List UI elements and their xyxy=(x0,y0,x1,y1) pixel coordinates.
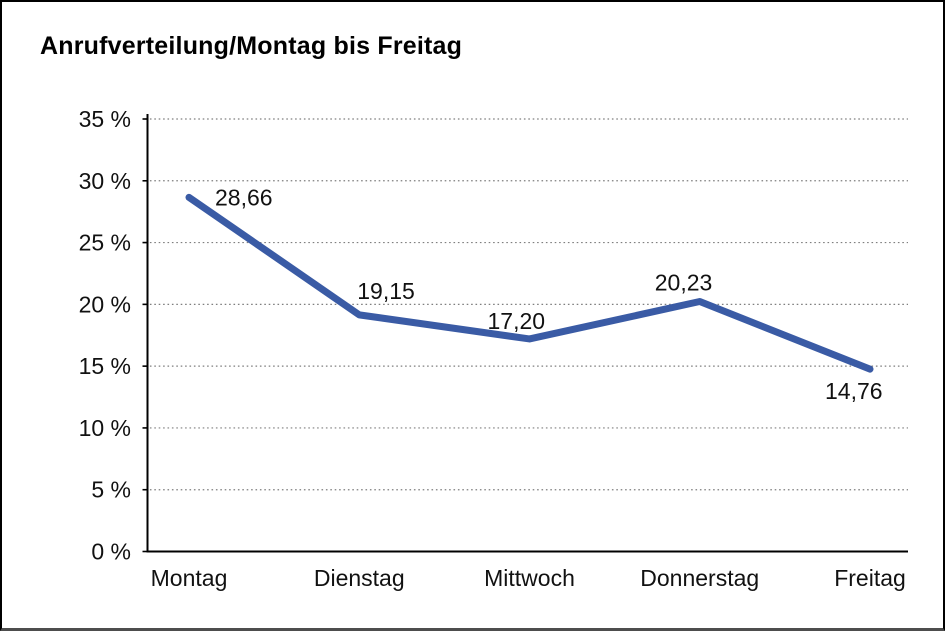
chart-title: Anrufverteilung/Montag bis Freitag xyxy=(40,32,463,60)
y-tick-label: 25 % xyxy=(79,230,131,256)
data-point-label: 28,66 xyxy=(215,184,273,210)
x-category-label: Dienstag xyxy=(314,565,405,591)
data-series-line xyxy=(185,193,874,373)
data-point-label: 14,76 xyxy=(825,378,883,404)
x-category-label: Mittwoch xyxy=(484,565,575,591)
y-tick-label: 35 % xyxy=(79,106,131,132)
data-point-label: 19,15 xyxy=(357,278,415,304)
y-tick-label: 30 % xyxy=(79,168,131,194)
x-category-label: Donnerstag xyxy=(640,565,759,591)
y-tick-label: 5 % xyxy=(91,477,131,503)
y-tick-label: 15 % xyxy=(79,353,131,379)
x-category-label: Montag xyxy=(151,565,228,591)
y-tick-label: 20 % xyxy=(79,291,131,317)
data-point-label: 20,23 xyxy=(655,270,713,296)
y-tick-label: 0 % xyxy=(91,539,131,565)
x-category-label: Freitag xyxy=(834,565,906,591)
y-tick-label: 10 % xyxy=(79,415,131,441)
data-point-label: 17,20 xyxy=(488,308,546,334)
